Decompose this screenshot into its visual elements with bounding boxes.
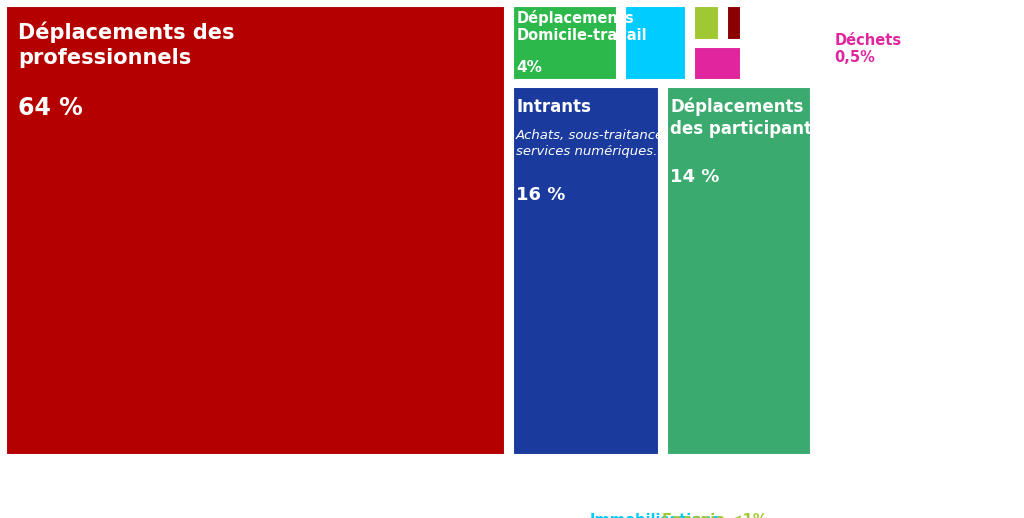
FancyBboxPatch shape: [694, 6, 719, 40]
Text: Intrants: Intrants: [516, 97, 591, 116]
FancyBboxPatch shape: [625, 6, 686, 80]
Text: Immobilisations
2%: Immobilisations 2%: [590, 513, 722, 518]
Text: Déplacements des
professionnels: Déplacements des professionnels: [17, 21, 234, 67]
FancyBboxPatch shape: [727, 6, 741, 40]
Text: Energie <1%: Energie <1%: [662, 513, 768, 518]
Text: Déchets
0,5%: Déchets 0,5%: [835, 33, 901, 65]
FancyBboxPatch shape: [667, 87, 811, 455]
Text: Achats, sous-traitance,
services numériques...: Achats, sous-traitance, services numériq…: [516, 130, 669, 159]
FancyBboxPatch shape: [513, 6, 617, 80]
FancyBboxPatch shape: [6, 6, 505, 455]
Text: 64 %: 64 %: [17, 96, 83, 120]
Text: 16 %: 16 %: [516, 186, 565, 205]
Text: 4%: 4%: [516, 60, 542, 75]
FancyBboxPatch shape: [694, 47, 741, 80]
Text: Déplacements
des participants: Déplacements des participants: [671, 97, 822, 138]
Text: 14 %: 14 %: [671, 168, 720, 186]
FancyBboxPatch shape: [513, 87, 659, 455]
Text: Déplacements
Domicile-travail: Déplacements Domicile-travail: [516, 10, 647, 43]
